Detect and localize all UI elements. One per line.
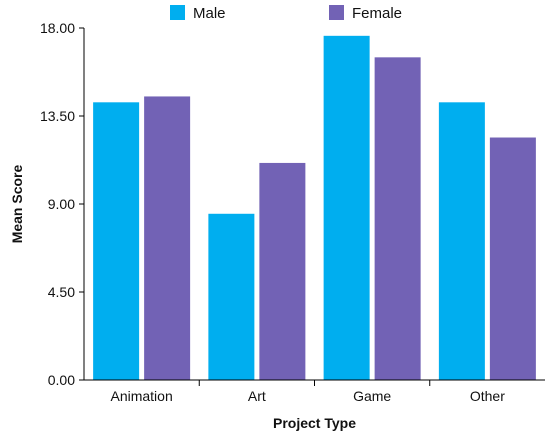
bar-female-art <box>259 162 306 380</box>
x-axis-ticks: Animation Art Game Other <box>110 380 505 404</box>
bar-male-game <box>323 35 370 380</box>
x-tick-label: Animation <box>110 388 172 404</box>
bar-female-game <box>374 57 421 380</box>
y-tick-label: 0.00 <box>48 372 75 388</box>
bar-male-animation <box>93 102 140 381</box>
bar-male-art <box>208 213 255 380</box>
x-tick-label: Other <box>470 388 505 404</box>
bar-female-animation <box>144 96 191 380</box>
y-axis-ticks: 0.00 4.50 9.00 13.50 18.00 <box>40 20 84 388</box>
y-tick-label: 13.50 <box>40 108 75 124</box>
x-tick-label: Game <box>353 388 391 404</box>
bars <box>93 35 536 381</box>
y-axis-title: Mean Score <box>9 164 25 243</box>
y-tick-label: 4.50 <box>48 284 75 300</box>
bar-male-other <box>438 102 485 381</box>
y-tick-label: 18.00 <box>40 20 75 36</box>
legend-swatch-male <box>170 5 185 20</box>
legend-label-female: Female <box>352 5 402 22</box>
legend-label-male: Male <box>193 5 226 22</box>
x-tick-label: Art <box>248 388 266 404</box>
y-tick-label: 9.00 <box>48 196 75 212</box>
x-axis-title: Project Type <box>273 415 356 431</box>
bar-female-other <box>489 137 536 380</box>
legend-swatch-female <box>329 5 344 20</box>
legend: Male Female <box>170 5 402 22</box>
